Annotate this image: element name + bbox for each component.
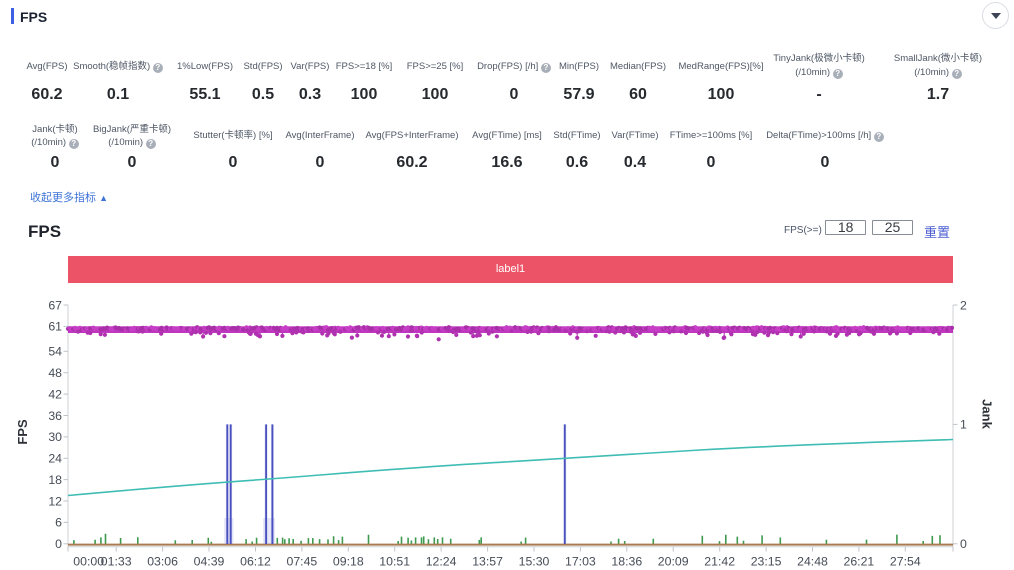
svg-text:24: 24 [48,452,62,466]
svg-text:07:45: 07:45 [287,555,318,569]
svg-text:30: 30 [48,430,62,444]
svg-text:18: 18 [48,473,62,487]
svg-text:27:54: 27:54 [890,555,921,569]
svg-text:20:09: 20:09 [658,555,689,569]
svg-text:42: 42 [48,387,62,401]
svg-text:18:36: 18:36 [611,555,642,569]
svg-text:12:24: 12:24 [426,555,457,569]
svg-text:17:03: 17:03 [565,555,596,569]
svg-text:03:06: 03:06 [147,555,178,569]
svg-text:00:00: 00:00 [73,555,104,569]
svg-text:12: 12 [48,494,62,508]
svg-text:21:42: 21:42 [704,555,735,569]
svg-text:0: 0 [55,537,62,551]
svg-text:67: 67 [48,298,62,312]
svg-text:24:48: 24:48 [797,555,828,569]
svg-text:26:21: 26:21 [844,555,875,569]
svg-text:15:30: 15:30 [519,555,550,569]
svg-text:FPS: FPS [15,419,30,445]
svg-text:2: 2 [960,298,967,312]
svg-text:Jank: Jank [980,399,995,429]
svg-text:01:33: 01:33 [101,555,132,569]
svg-text:48: 48 [48,366,62,380]
svg-text:61: 61 [48,320,62,334]
svg-text:0: 0 [960,537,967,551]
svg-text:04:39: 04:39 [194,555,225,569]
svg-text:36: 36 [48,409,62,423]
svg-text:06:12: 06:12 [240,555,271,569]
svg-text:23:15: 23:15 [751,555,782,569]
svg-text:6: 6 [55,516,62,530]
svg-text:10:51: 10:51 [379,555,410,569]
svg-text:1: 1 [960,418,967,432]
svg-text:09:18: 09:18 [333,555,364,569]
svg-text:13:57: 13:57 [472,555,503,569]
svg-text:54: 54 [48,345,62,359]
